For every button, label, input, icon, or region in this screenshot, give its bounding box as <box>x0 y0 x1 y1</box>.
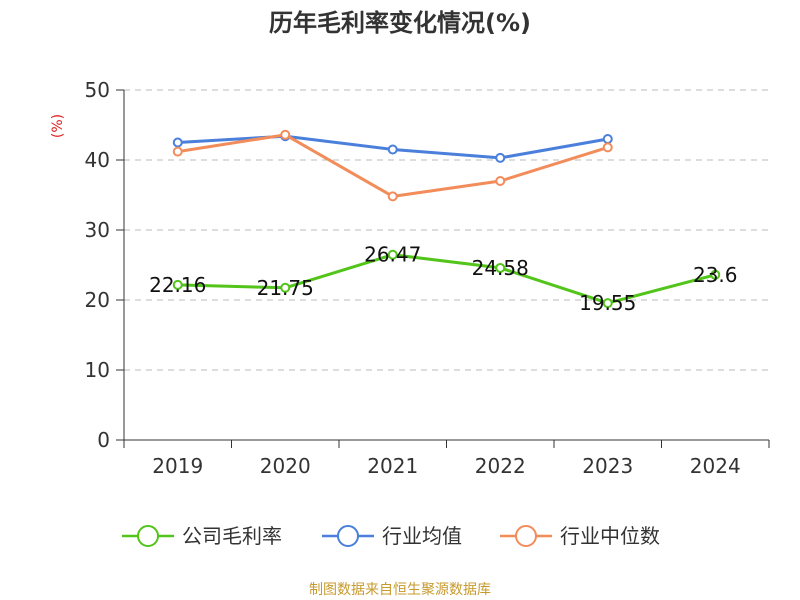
data-label: 21.75 <box>257 276 314 300</box>
data-label: 24.58 <box>472 256 529 280</box>
data-point[interactable] <box>172 137 183 148</box>
data-point[interactable] <box>495 176 506 186</box>
legend-item-1[interactable]: 行业均值 <box>322 524 462 548</box>
data-label: 22.16 <box>149 273 206 297</box>
data-point[interactable] <box>602 298 613 309</box>
legend-item-0[interactable]: 公司毛利率 <box>122 524 282 548</box>
series-line-0 <box>176 253 717 305</box>
axes <box>123 90 769 441</box>
y-tick-label: 0 <box>97 428 110 452</box>
legend-label: 公司毛利率 <box>182 524 282 548</box>
y-tick-label: 10 <box>85 358 110 382</box>
x-tick-label: 2021 <box>367 454 418 478</box>
legend: 公司毛利率 行业均值 行业中位数 <box>122 524 660 548</box>
legend-item-2[interactable]: 行业中位数 <box>500 524 660 548</box>
data-point[interactable] <box>172 279 183 290</box>
y-tick-label: 20 <box>85 288 110 312</box>
legend-swatch-marker <box>137 525 159 547</box>
x-tick-label: 2019 <box>152 454 203 478</box>
legend-swatch-marker <box>515 525 537 547</box>
x-tick-label: 2023 <box>582 454 633 478</box>
x-tick-label: 2020 <box>260 454 311 478</box>
data-label: 23.6 <box>693 263 738 287</box>
data-point[interactable] <box>710 269 721 280</box>
x-tick-label: 2024 <box>690 454 741 478</box>
legend-swatch-marker <box>337 525 359 547</box>
data-labels: 22.16 21.75 26.47 24.58 19.55 23.6 <box>149 243 737 315</box>
data-point[interactable] <box>495 262 506 273</box>
source-note: 制图数据来自恒生聚源数据库 <box>309 582 491 598</box>
series <box>172 129 721 309</box>
grid-lines <box>124 89 769 371</box>
data-point[interactable] <box>172 146 183 157</box>
y-tick-label: 40 <box>85 148 110 172</box>
data-label: 19.55 <box>579 291 636 315</box>
data-point[interactable] <box>602 142 613 153</box>
y-ticks: 0 10 20 30 40 50 <box>85 78 124 452</box>
data-point[interactable] <box>387 144 398 155</box>
data-point[interactable] <box>495 152 506 163</box>
y-tick-label: 30 <box>85 218 110 242</box>
legend-label: 行业均值 <box>382 524 462 548</box>
y-tick-label: 50 <box>85 78 110 102</box>
data-label: 26.47 <box>364 243 421 267</box>
chart-title: 历年毛利率变化情况(%) <box>269 9 531 37</box>
data-point[interactable] <box>602 134 613 144</box>
data-point[interactable] <box>280 129 291 140</box>
data-point[interactable] <box>387 249 398 260</box>
x-ticks: 2019 2020 2021 2022 2023 2024 <box>123 440 770 478</box>
x-tick-label: 2022 <box>475 454 526 478</box>
legend-label: 行业中位数 <box>560 524 660 548</box>
y-axis-label: (%) <box>50 114 66 138</box>
data-point[interactable] <box>387 191 398 202</box>
series-line-2 <box>176 133 610 198</box>
data-point[interactable] <box>280 282 291 293</box>
